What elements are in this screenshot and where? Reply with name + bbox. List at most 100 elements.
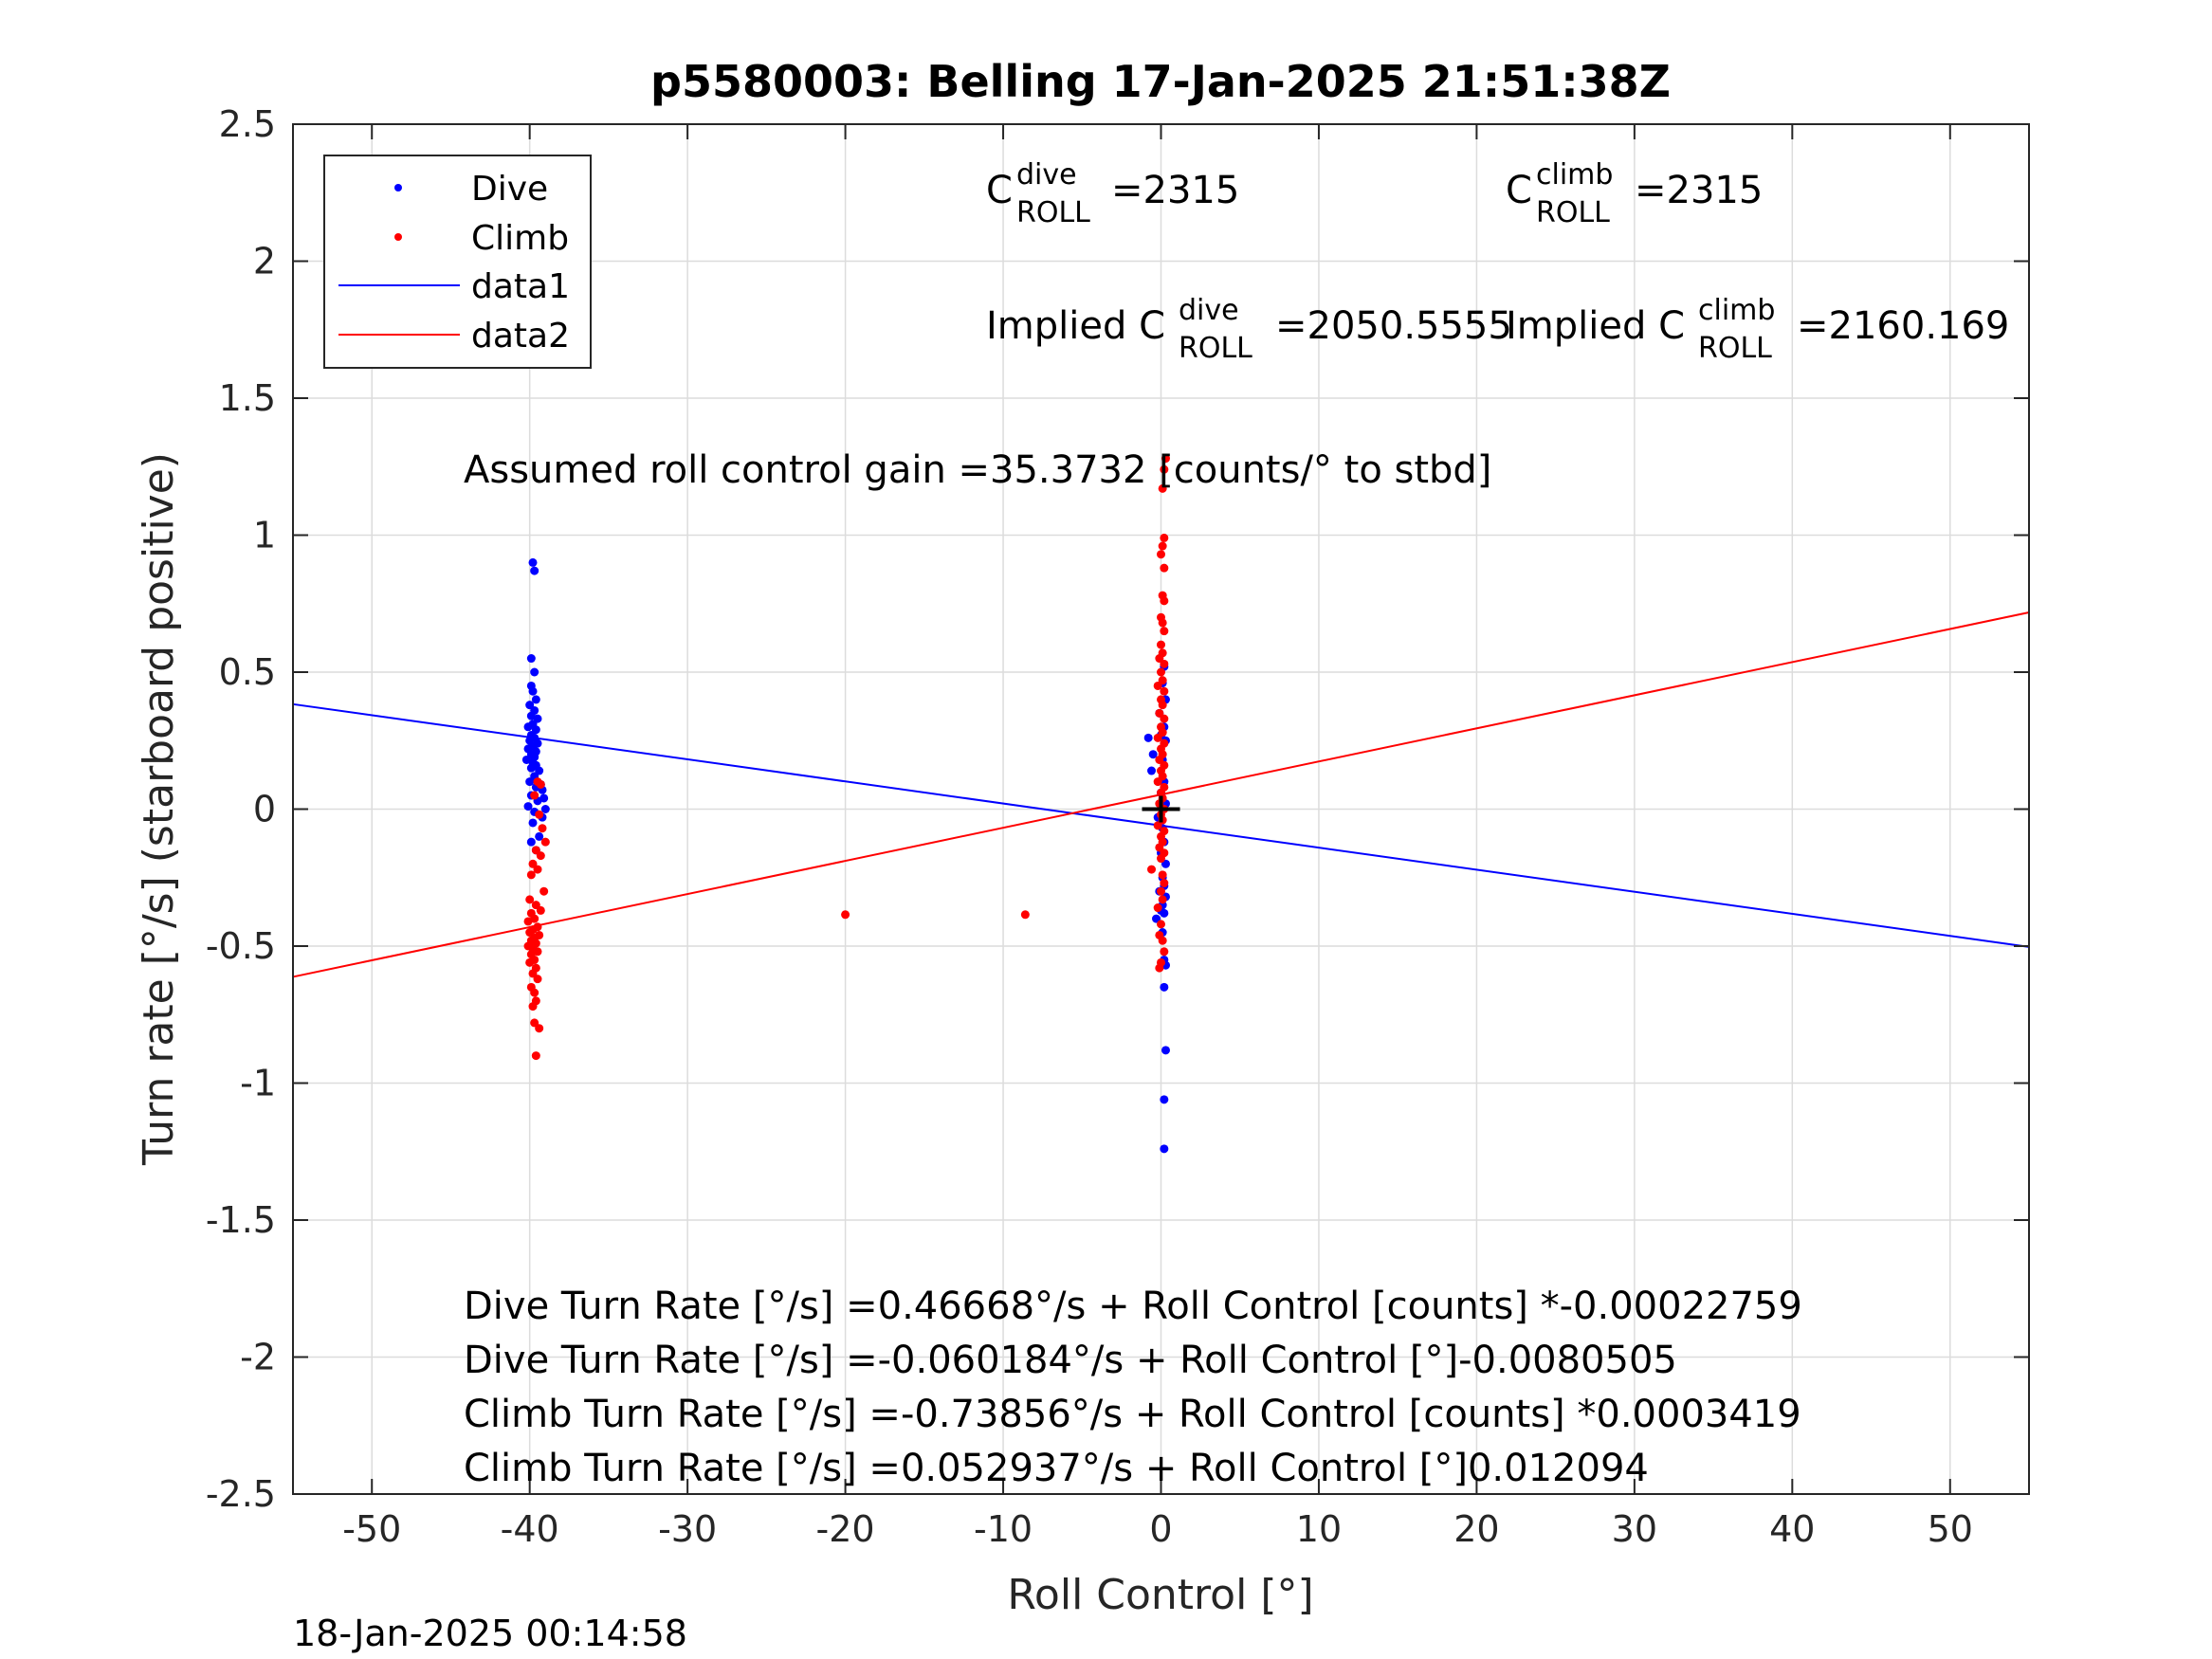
y-tick-label: 2.5 [219,103,276,145]
annotation-eq4: Climb Turn Rate [°/s] =0.052937°/s + Rol… [464,1447,1649,1490]
point-climb [1158,870,1167,880]
point-dive [530,566,539,575]
point-climb [1158,701,1167,710]
point-dive [1160,908,1169,918]
y-tick-label: -2.5 [206,1473,276,1515]
point-climb [1160,596,1169,606]
annotation-eq3: Climb Turn Rate [°/s] =-0.73856°/s + Rol… [464,1393,1801,1436]
point-climb [531,1051,540,1061]
y-tick-label: -1 [240,1063,276,1104]
legend-climb-label: Climb [471,219,569,258]
point-climb [1158,618,1167,628]
point-dive [523,722,533,732]
annotation-c-dive: C dive ROLL =2315 [986,158,1239,229]
point-climb [539,886,549,896]
point-climb [540,837,550,847]
origin-marker-group [1142,795,1180,823]
c-climb-base: C [1506,169,1532,212]
point-climb [1157,550,1165,559]
point-climb [528,1002,538,1012]
point-climb [1160,465,1169,474]
point-dive [526,837,536,847]
point-dive [1160,1144,1169,1154]
x-tick-label: 0 [1149,1508,1172,1550]
point-climb [1160,947,1169,957]
point-climb [1157,854,1165,864]
legend: Dive Climb data1 data2 [323,155,592,369]
point-climb [1157,886,1165,896]
point-climb [1153,777,1162,787]
legend-data1-label: data1 [471,267,570,306]
legend-box [323,155,592,369]
legend-data2-label: data2 [471,317,570,356]
point-dive [1147,766,1157,775]
implied-climb-prefix: Implied C [1506,304,1685,348]
point-dive [528,557,538,567]
point-dive [1160,982,1169,992]
point-climb [526,870,536,880]
point-dive [526,654,536,664]
y-tick-label: 1 [253,515,276,556]
point-climb [1157,920,1165,929]
point-climb [1155,963,1164,973]
point-dive [540,805,550,813]
point-climb [1158,541,1167,551]
c-dive-value: =2315 [1111,169,1239,212]
axis-ticks: -50 -40 -30 -20 -10 0 10 20 30 40 50-2.5-2-1.5-1-0… [206,103,2029,1550]
point-dive [1143,733,1153,742]
x-tick-label: -20 [816,1508,875,1550]
footer-timestamp: 18-Jan-2025 00:14:58 [293,1613,687,1654]
point-climb [525,895,535,904]
point-climb [533,975,542,984]
point-climb [1158,936,1167,945]
annotation-c-climb: C climb ROLL =2315 [1506,158,1763,229]
point-climb [535,1024,544,1033]
point-climb [1160,659,1169,668]
point-climb [1158,895,1167,904]
point-climb [535,810,544,819]
point-climb [1157,640,1165,649]
point-dive [1161,1046,1170,1055]
c-climb-sup: climb [1536,158,1613,191]
point-climb [1147,865,1157,874]
point-climb [1160,627,1169,636]
implied-dive-sub: ROLL [1179,332,1252,365]
point-climb [1158,483,1167,493]
x-tick-label: 20 [1453,1508,1499,1550]
data-points [521,454,1170,1154]
x-tick-label: -40 [501,1508,559,1550]
point-climb [536,779,545,789]
point-climb [530,988,539,997]
point-dive [531,695,540,704]
point-climb [1153,821,1162,830]
point-climb [533,865,542,874]
point-climb [538,824,547,833]
x-tick-label: -10 [974,1508,1033,1550]
point-dive [528,686,538,696]
y-tick-label: -1.5 [206,1199,276,1241]
y-tick-label: -2 [240,1337,276,1378]
legend-climb-marker [394,233,402,241]
point-climb [1153,733,1162,742]
point-dive [1160,1095,1169,1104]
annotation-implied-climb: Implied C climb ROLL =2160.169 [1506,294,2009,365]
c-climb-value: =2315 [1635,169,1763,212]
x-tick-label: -50 [342,1508,401,1550]
x-tick-label: 40 [1769,1508,1815,1550]
point-climb [841,910,850,920]
point-climb [1157,667,1165,677]
implied-climb-sup: climb [1698,294,1775,327]
point-climb [536,905,545,915]
y-tick-label: 0.5 [219,651,276,693]
c-dive-base: C [986,169,1013,212]
point-dive [528,818,538,828]
point-dive [526,763,536,773]
point-dive [535,831,544,841]
point-climb [525,957,535,967]
point-climb [1161,454,1170,464]
point-dive [530,667,539,677]
point-climb [536,851,545,861]
y-tick-label: -0.5 [206,925,276,967]
implied-climb-sub: ROLL [1698,332,1772,365]
